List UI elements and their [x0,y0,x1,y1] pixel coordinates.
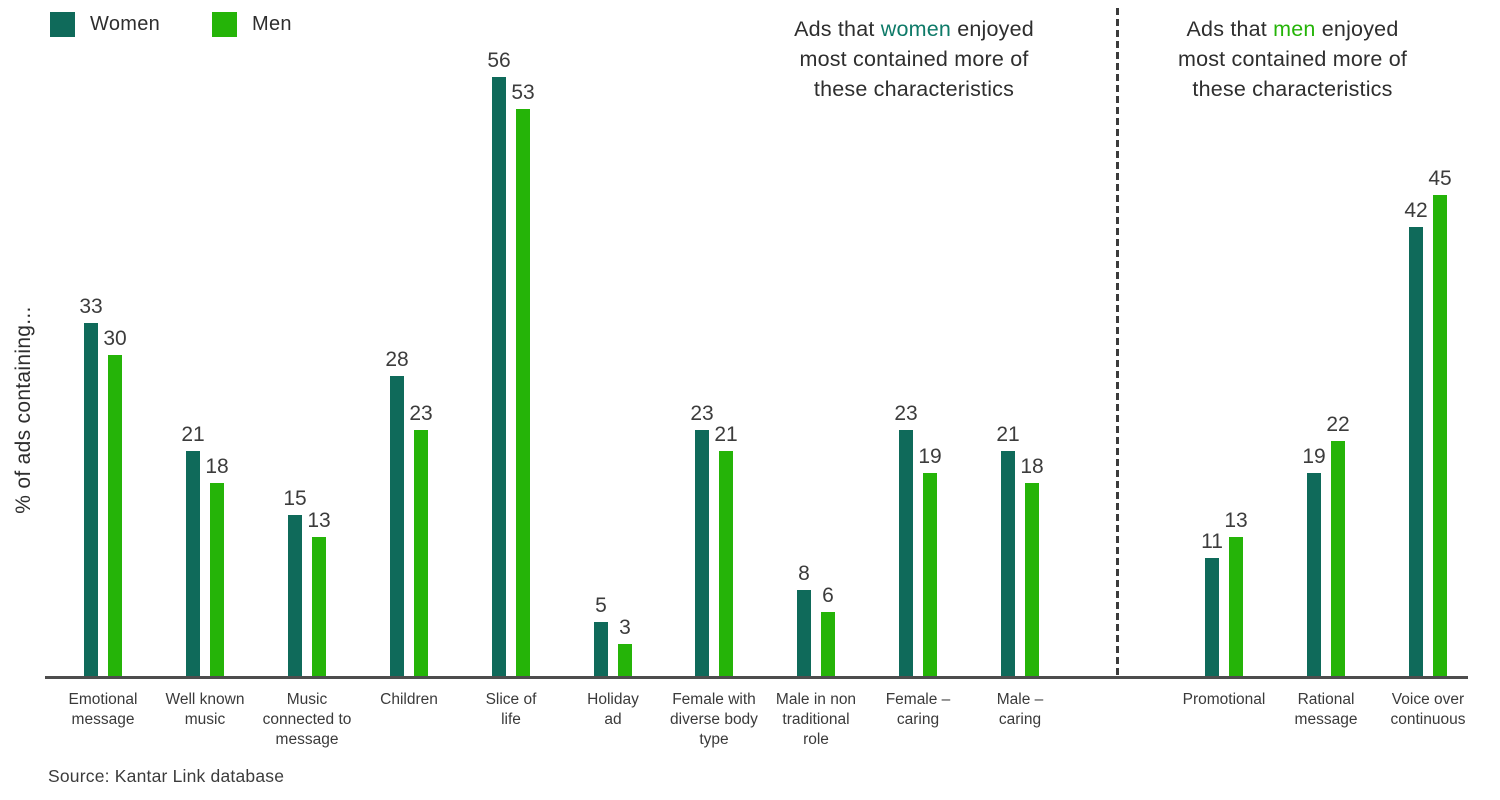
bar-women-2: 21 [181,423,205,676]
section-divider-dashed-line [1116,8,1119,676]
bar-value-label: 45 [1428,167,1452,190]
x-tick-label: Rational message [1294,691,1358,728]
annotation-women-line3: these characteristics [813,77,1015,101]
legend-item-women: Women [50,12,160,37]
annotation-women-post: enjoyed [951,17,1034,41]
bar-value-label: 15 [283,487,307,510]
legend-item-men: Men [212,12,292,37]
bar-value-label: 8 [798,562,810,585]
annotation-men: Ads that men enjoyed most contained more… [1150,14,1435,104]
legend-swatch-women [50,12,75,37]
x-tick-label: Emotional message [68,691,138,728]
bar-value-label: 33 [79,295,103,318]
bar-women-6: 5 [594,594,608,676]
bar-value-label: 13 [1224,509,1248,532]
bar-men-5: 53 [511,81,535,676]
bar-value-label: 11 [1201,530,1223,553]
bar-women-5: 56 [487,49,511,676]
bar-value-label: 23 [409,402,433,425]
bar-men-11: 13 [1224,509,1248,676]
bar-value-label: 13 [307,509,331,532]
bar-value-label: 30 [103,327,127,350]
bar-value-label: 22 [1326,413,1350,436]
bar-value-label: 53 [511,81,535,104]
x-tick-label: Female – caring [885,691,951,728]
bar-men-10: 18 [1020,455,1044,676]
annotation-men-line1: Ads that men enjoyed [1150,14,1435,44]
legend-swatch-men [212,12,238,37]
bar-value-label: 28 [385,348,409,371]
x-axis-line [45,676,1468,679]
x-tick-label: Female with diverse body type [670,691,758,748]
bar-value-label: 18 [1020,455,1044,478]
x-tick-label: Voice over continuous [1390,691,1466,728]
bar-men-12: 22 [1326,413,1350,676]
x-tick-label: Male – caring [996,691,1044,728]
bar-women-7: 23 [690,402,714,676]
bar-women-13: 42 [1404,199,1428,676]
bar-men-8: 6 [821,584,835,676]
annotation-men-pre: Ads that [1186,17,1274,41]
bar-men-1: 30 [103,327,127,676]
bar-women-4: 28 [385,348,409,676]
legend-label-women: Women [90,13,161,35]
bar-men-4: 23 [409,402,433,676]
bar-women-10: 21 [996,423,1020,676]
bar-value-label: 23 [894,402,918,425]
bar-value-label: 42 [1404,199,1428,222]
bar-value-label: 19 [918,445,942,468]
bar-women-3: 15 [283,487,307,676]
annotation-women-line2: most contained more of [799,47,1029,71]
legend: Women Men [50,12,292,37]
annotation-men-post: enjoyed [1315,17,1399,41]
bar-value-label: 6 [822,584,834,607]
bar-value-label: 21 [996,423,1020,446]
x-tick-label: Male in non traditional role [775,691,857,748]
bar-value-label: 5 [595,594,607,617]
bar-men-13: 45 [1428,167,1452,676]
bar-women-11: 11 [1201,530,1223,676]
x-tick-label: Holiday ad [587,691,639,728]
legend-label-men: Men [252,13,292,35]
bar-value-label: 18 [205,455,229,478]
annotation-women-highlight: women [880,17,952,41]
bar-men-7: 21 [714,423,738,676]
bar-men-2: 18 [205,455,229,676]
bar-women-12: 19 [1302,445,1326,676]
annotation-men-line2: most contained more of [1177,47,1408,71]
annotation-women-pre: Ads that [794,17,881,41]
bar-men-3: 13 [307,509,331,676]
annotation-men-line3: these characteristics [1192,77,1393,101]
annotation-women-line1: Ads that women enjoyed [758,14,1070,44]
bar-value-label: 19 [1302,445,1326,468]
bar-value-label: 21 [714,423,738,446]
x-tick-label: Children [380,691,438,708]
bar-men-6: 3 [618,616,632,676]
x-tick-label: Promotional [1182,691,1266,708]
source-note: Source: Kantar Link database [48,766,285,786]
x-tick-label: Slice of life [485,691,537,728]
bar-value-label: 23 [690,402,714,425]
bar-men-9: 19 [918,445,942,676]
annotation-women: Ads that women enjoyed most contained mo… [758,14,1070,104]
bar-value-label: 21 [181,423,205,446]
bar-value-label: 56 [487,49,511,72]
annotation-men-highlight: men [1273,17,1316,41]
x-tick-label: Music connected to message [262,691,352,748]
bar-value-label: 3 [619,616,631,639]
bar-women-8: 8 [797,562,811,676]
bar-women-9: 23 [894,402,918,676]
bar-women-1: 33 [79,295,103,676]
x-tick-label: Well known music [165,691,245,728]
